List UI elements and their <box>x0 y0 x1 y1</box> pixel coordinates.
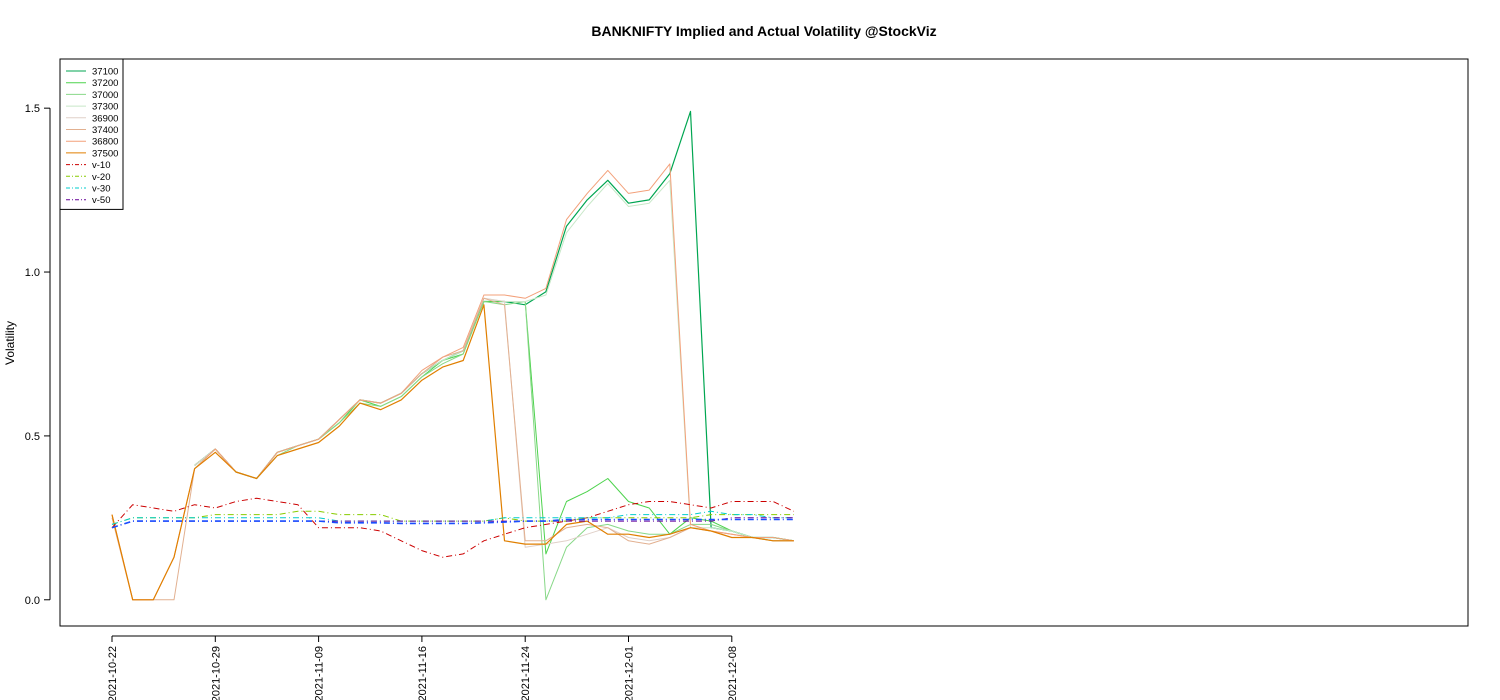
plot-frame <box>59 58 1469 627</box>
legend: 3710037200370003730036900374003680037500… <box>59 58 124 210</box>
chart-title: BANKNIFTY Implied and Actual Volatility … <box>591 23 936 39</box>
series-line-37500 <box>111 304 794 601</box>
legend-label: 37300 <box>92 102 118 113</box>
y-axis-label: Volatility <box>3 321 17 365</box>
series-line-36800 <box>111 163 794 601</box>
y-tick-label: 1.5 <box>25 103 40 115</box>
legend-label: 37500 <box>92 148 118 159</box>
legend-label: 36900 <box>92 113 118 124</box>
legend-label: 37200 <box>92 78 118 89</box>
x-axis: 2021-10-22 2021-10-29 2021-11-09 2021-11-16… <box>107 635 739 700</box>
y-tick-label: 1.0 <box>25 267 40 279</box>
legend-label: 37100 <box>92 67 118 78</box>
x-tick-label: 2021-12-08 <box>727 646 739 700</box>
legend-label: 37400 <box>92 125 118 136</box>
legend-label: v-20 <box>92 172 110 183</box>
legend-label: v-30 <box>92 184 110 195</box>
legend-label: v-10 <box>92 160 110 171</box>
legend-label: 36800 <box>92 137 118 148</box>
legend-label: v-50 <box>92 195 110 206</box>
x-tick-label: 2021-11-16 <box>417 646 429 700</box>
legend-label: 37000 <box>92 90 118 101</box>
series-line-v-50 <box>111 517 794 529</box>
series-line-37400 <box>111 297 794 601</box>
y-axis: 0.0 0.5 1.0 1.5 <box>25 103 51 607</box>
series-line-37300 <box>194 179 794 542</box>
y-tick-label: 0.5 <box>25 431 40 443</box>
series-line-37100 <box>194 110 794 542</box>
x-tick-label: 2021-12-01 <box>624 646 636 700</box>
legend-box <box>59 58 124 210</box>
series-line-extra-12 <box>111 518 794 529</box>
series-line-v-10 <box>111 497 795 558</box>
x-tick-label: 2021-11-24 <box>520 646 532 700</box>
x-tick-label: 2021-11-09 <box>314 646 326 700</box>
x-tick-label: 2021-10-22 <box>107 646 119 700</box>
series-line-37000 <box>194 301 794 601</box>
series-lines <box>111 110 795 601</box>
y-tick-label: 0.0 <box>25 595 40 607</box>
x-tick-label: 2021-10-29 <box>210 646 222 700</box>
